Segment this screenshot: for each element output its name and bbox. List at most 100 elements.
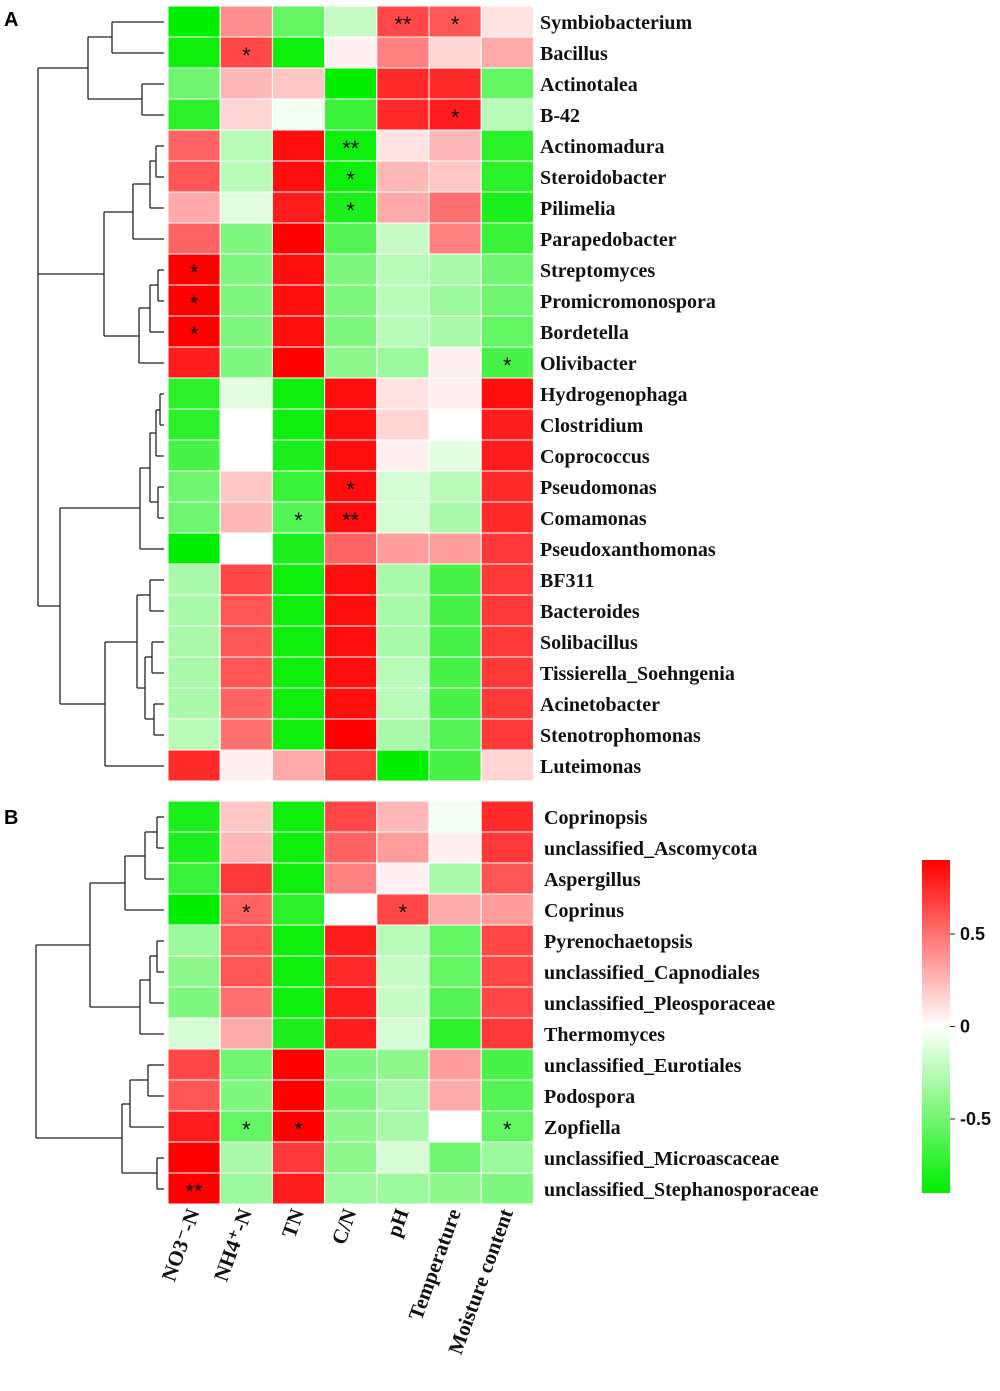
heatmap-cell	[376, 1017, 430, 1050]
heatmap-cell	[219, 377, 273, 410]
row-label: Bacteroides	[540, 601, 640, 623]
row-label: Clostridium	[540, 415, 644, 437]
heatmap-cell	[428, 532, 482, 565]
heatmap-cell	[376, 5, 430, 38]
heatmap-cell	[167, 800, 221, 833]
heatmap-cell	[428, 222, 482, 255]
heatmap-cell	[428, 563, 482, 596]
heatmap-cell	[219, 98, 273, 131]
heatmap-cell	[219, 893, 273, 926]
heatmap-cell	[480, 284, 534, 317]
heatmap-cell	[167, 986, 221, 1019]
heatmap-cell	[167, 1079, 221, 1112]
heatmap-cell	[324, 129, 378, 162]
heatmap-cell	[376, 563, 430, 596]
heatmap-cell	[219, 408, 273, 441]
row-label: unclassified_Eurotiales	[544, 1055, 742, 1077]
heatmap-cell	[428, 893, 482, 926]
row-label: Thermomyces	[544, 1024, 665, 1046]
heatmap-cell	[167, 1141, 221, 1174]
significance-marker: **	[342, 508, 360, 533]
row-label: unclassified_Microascaceae	[544, 1148, 779, 1170]
heatmap-cell	[271, 831, 326, 864]
heatmap-cell	[376, 36, 430, 69]
heatmap-cell	[271, 1141, 326, 1174]
heatmap-cell	[428, 862, 482, 895]
heatmap-cell	[480, 594, 534, 627]
heatmap-cell	[219, 470, 273, 503]
heatmap-cell	[376, 718, 430, 751]
heatmap-cell	[376, 687, 430, 720]
significance-marker: *	[503, 1117, 512, 1142]
heatmap-cell	[480, 656, 534, 689]
heatmap-cell	[219, 594, 273, 627]
heatmap-cell	[480, 800, 534, 833]
heatmap-cell	[219, 1079, 273, 1112]
heatmap-cell	[219, 191, 273, 224]
heatmap-cell	[428, 955, 482, 988]
heatmap-cell	[324, 253, 378, 286]
heatmap-cell	[376, 129, 430, 162]
heatmap-cell	[167, 862, 221, 895]
heatmap-cell	[480, 408, 534, 441]
heatmap-cell	[428, 1048, 482, 1081]
heatmap-cell	[324, 924, 378, 957]
heatmap-cell	[376, 470, 430, 503]
heatmap-cell	[376, 222, 430, 255]
heatmap-cell	[480, 532, 534, 565]
row-label: Actinotalea	[540, 74, 638, 96]
heatmap-cell	[480, 625, 534, 658]
heatmap-cell	[219, 1048, 273, 1081]
heatmap-cell	[167, 501, 221, 534]
heatmap-cell	[428, 501, 482, 534]
heatmap-cell	[480, 1079, 534, 1112]
row-label: Stenotrophomonas	[540, 725, 701, 747]
heatmap-cell	[428, 1172, 482, 1205]
heatmap-cell	[219, 67, 273, 100]
heatmap-cell	[271, 1017, 326, 1050]
heatmap-cell	[480, 315, 534, 348]
heatmap-cell	[324, 955, 378, 988]
panel-label-b: B	[4, 807, 18, 829]
row-label: unclassified_Stephanosporaceae	[544, 1179, 819, 1201]
heatmap-cell	[271, 862, 326, 895]
heatmap-cell	[480, 1048, 534, 1081]
heatmap-cell	[167, 439, 221, 472]
row-label: Podospora	[544, 1086, 635, 1108]
row-label: Symbiobacterium	[540, 12, 693, 34]
heatmap-cell	[219, 129, 273, 162]
row-label: Parapedobacter	[540, 229, 677, 251]
heatmap-cell	[480, 1110, 534, 1143]
heatmap-cell	[167, 563, 221, 596]
column-label: TN	[277, 1206, 310, 1242]
significance-marker: *	[242, 1117, 251, 1142]
heatmap-cell	[271, 749, 326, 782]
significance-marker: *	[190, 291, 199, 316]
significance-marker: *	[399, 900, 408, 925]
heatmap-cell	[271, 1079, 326, 1112]
heatmap-cell	[271, 625, 326, 658]
heatmap-cell	[480, 687, 534, 720]
heatmap-cell	[219, 501, 273, 534]
heatmap-cell	[376, 831, 430, 864]
heatmap-cell	[376, 377, 430, 410]
significance-marker: *	[190, 260, 199, 285]
heatmap-cell	[219, 439, 273, 472]
heatmap-cell	[376, 191, 430, 224]
heatmap-cell	[219, 160, 273, 193]
heatmap-cell	[219, 315, 273, 348]
heatmap-cell	[167, 955, 221, 988]
heatmap-cell	[324, 1141, 378, 1174]
heatmap-cell	[167, 408, 221, 441]
significance-marker: *	[190, 322, 199, 347]
heatmap-cell	[376, 408, 430, 441]
row-label: Comamonas	[540, 508, 647, 530]
heatmap-cell	[324, 315, 378, 348]
heatmap-cell	[271, 656, 326, 689]
heatmap-cell	[324, 408, 378, 441]
row-label: B-42	[540, 105, 580, 127]
heatmap-cell	[428, 191, 482, 224]
heatmap-cell	[219, 532, 273, 565]
row-label: Pyrenochaetopsis	[544, 931, 693, 953]
heatmap-cell	[219, 284, 273, 317]
